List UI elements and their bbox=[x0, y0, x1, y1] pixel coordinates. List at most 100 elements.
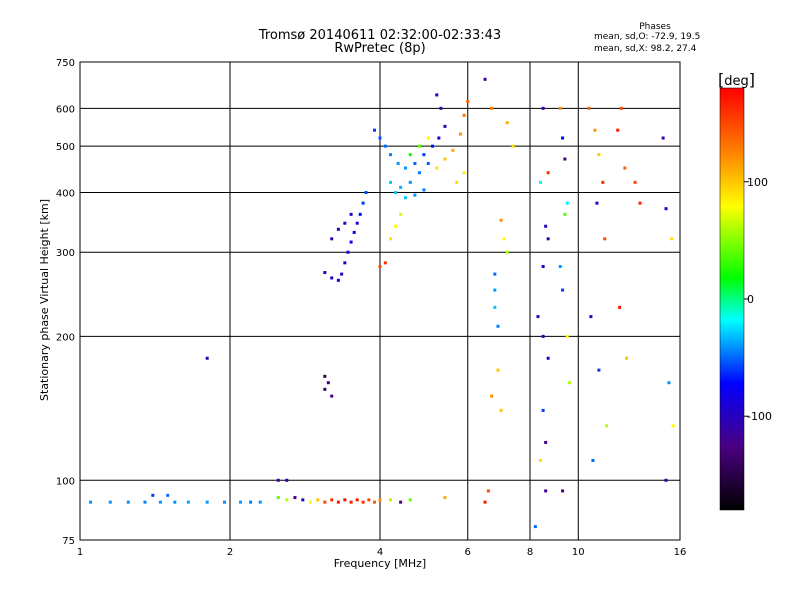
colorbar-tick-label: 100 bbox=[747, 176, 768, 189]
data-point bbox=[618, 305, 622, 309]
x-tick-label: 10 bbox=[572, 547, 585, 558]
chart-title: Tromsø 20140611 02:32:00-02:33:43 bbox=[258, 28, 502, 43]
data-point bbox=[323, 500, 327, 504]
data-point bbox=[591, 458, 595, 462]
data-point bbox=[373, 500, 377, 504]
data-point bbox=[546, 237, 550, 241]
data-point bbox=[413, 193, 417, 197]
data-point bbox=[349, 212, 353, 216]
data-point bbox=[205, 500, 209, 504]
data-point bbox=[595, 201, 599, 205]
data-point bbox=[383, 144, 387, 148]
data-point bbox=[399, 212, 403, 216]
data-point bbox=[323, 374, 327, 378]
data-point bbox=[667, 381, 671, 385]
data-point bbox=[496, 324, 500, 328]
data-point bbox=[483, 77, 487, 81]
data-point bbox=[258, 500, 262, 504]
data-point bbox=[343, 221, 347, 225]
data-points bbox=[89, 77, 675, 529]
data-point bbox=[561, 489, 565, 493]
data-point bbox=[558, 106, 562, 110]
x-tick-label: 2 bbox=[227, 547, 233, 558]
data-point bbox=[186, 500, 190, 504]
data-point bbox=[597, 153, 601, 157]
data-point bbox=[601, 180, 605, 184]
data-point bbox=[323, 387, 327, 391]
data-point bbox=[597, 368, 601, 372]
data-point bbox=[546, 171, 550, 175]
chart-subtitle: RwPretec (8p) bbox=[334, 41, 426, 56]
y-tick-label: 100 bbox=[56, 476, 75, 487]
colorbar bbox=[719, 87, 745, 511]
data-point bbox=[308, 500, 312, 504]
data-point bbox=[316, 498, 320, 502]
data-point bbox=[408, 153, 412, 157]
data-point bbox=[439, 106, 443, 110]
data-point bbox=[619, 106, 623, 110]
data-point bbox=[373, 128, 377, 132]
data-point bbox=[330, 498, 334, 502]
data-point bbox=[451, 148, 455, 152]
data-point bbox=[223, 500, 227, 504]
data-point bbox=[396, 161, 400, 165]
data-point bbox=[330, 276, 334, 280]
data-point bbox=[664, 207, 668, 211]
data-point bbox=[593, 128, 597, 132]
stats-o-mode: mean, sd,O: -72.9, 19.5 bbox=[594, 32, 701, 42]
grid-lines bbox=[80, 62, 680, 540]
data-point bbox=[502, 237, 506, 241]
data-point bbox=[426, 161, 430, 165]
data-point bbox=[455, 180, 459, 184]
data-point bbox=[625, 356, 629, 360]
data-point bbox=[389, 153, 393, 157]
data-point bbox=[493, 272, 497, 276]
data-point bbox=[394, 190, 398, 194]
data-point bbox=[633, 180, 637, 184]
data-point bbox=[403, 166, 407, 170]
data-point bbox=[340, 272, 344, 276]
data-point bbox=[389, 237, 393, 241]
data-point bbox=[541, 408, 545, 412]
x-axis-label: Frequency [MHz] bbox=[334, 557, 426, 570]
y-axis-label: Stationary phase Virtual Height [km] bbox=[38, 199, 51, 401]
y-tick-label: 200 bbox=[56, 332, 75, 343]
data-point bbox=[361, 201, 365, 205]
data-point bbox=[490, 106, 494, 110]
colorbar-label: [deg] bbox=[718, 70, 756, 89]
data-point bbox=[544, 224, 548, 228]
data-point bbox=[151, 493, 155, 497]
data-point bbox=[89, 500, 93, 504]
data-point bbox=[544, 440, 548, 444]
y-tick-label: 600 bbox=[56, 104, 75, 115]
data-point bbox=[378, 136, 382, 140]
y-tick-label: 750 bbox=[56, 58, 75, 69]
data-point bbox=[671, 424, 675, 428]
data-point bbox=[403, 196, 407, 200]
data-point bbox=[493, 288, 497, 292]
data-point bbox=[561, 288, 565, 292]
data-point bbox=[466, 100, 470, 104]
data-point bbox=[541, 106, 545, 110]
data-point bbox=[605, 424, 609, 428]
data-point bbox=[239, 500, 243, 504]
data-point bbox=[158, 500, 162, 504]
data-point bbox=[539, 458, 543, 462]
data-point bbox=[166, 493, 170, 497]
x-axis: 1 2 4 6 8 10 16 bbox=[77, 547, 687, 558]
data-point bbox=[536, 315, 540, 319]
data-point bbox=[546, 356, 550, 360]
y-tick-label: 500 bbox=[56, 142, 75, 153]
data-point bbox=[143, 500, 147, 504]
data-point bbox=[355, 221, 359, 225]
data-point bbox=[511, 144, 515, 148]
data-point bbox=[638, 201, 642, 205]
data-point bbox=[443, 124, 447, 128]
data-point bbox=[249, 500, 253, 504]
data-point bbox=[389, 498, 393, 502]
data-point bbox=[486, 489, 490, 493]
data-point bbox=[367, 498, 371, 502]
data-point bbox=[330, 237, 334, 241]
data-point bbox=[336, 227, 340, 231]
